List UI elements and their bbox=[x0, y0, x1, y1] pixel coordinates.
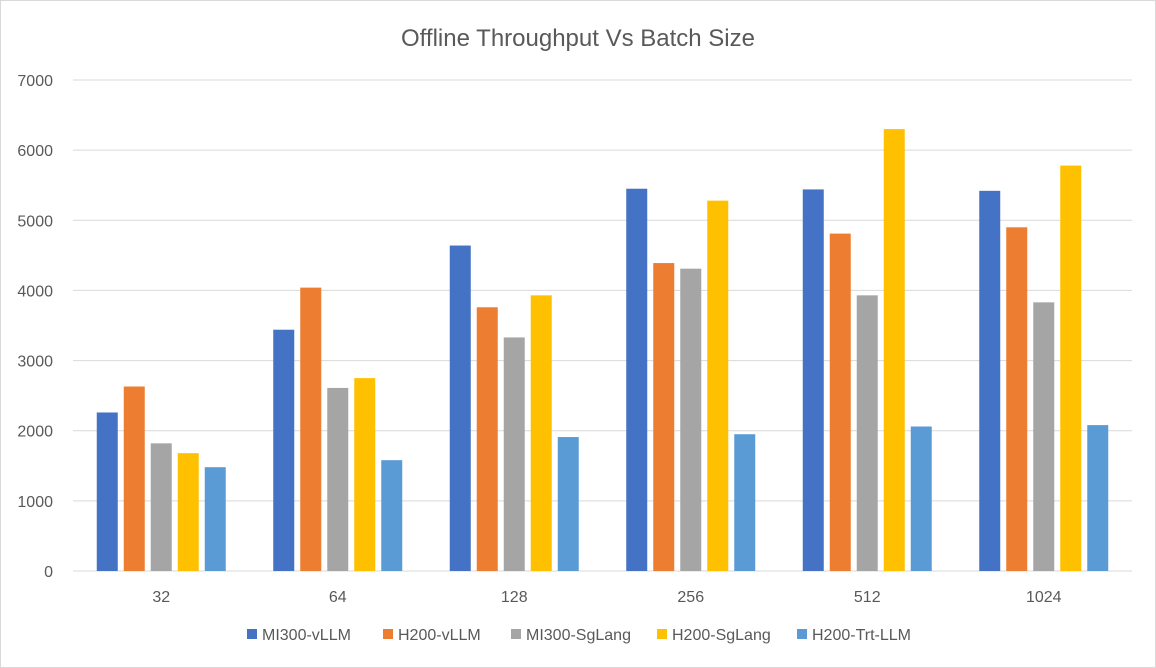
bar-h200-sglang-256 bbox=[707, 200, 729, 571]
bar-mi300-vllm-32 bbox=[96, 412, 118, 571]
y-tick-label: 4000 bbox=[17, 283, 53, 300]
bar-mi300-sglang-128 bbox=[503, 337, 525, 571]
bar-mi300-sglang-1024 bbox=[1033, 302, 1055, 571]
legend: MI300-vLLM H200-vLLM MI300-SgLang H200-SgLa… bbox=[247, 627, 911, 644]
bar-mi300-sglang-256 bbox=[680, 268, 702, 571]
x-tick-label: 256 bbox=[677, 589, 704, 606]
legend-swatch bbox=[797, 629, 807, 639]
bar-h200-sglang-1024 bbox=[1060, 165, 1082, 571]
bar-mi300-vllm-128 bbox=[449, 245, 471, 571]
y-tick-label: 1000 bbox=[17, 494, 53, 511]
bar-h200-sglang-128 bbox=[530, 295, 552, 571]
x-tick-label: 512 bbox=[854, 589, 881, 606]
x-axis-ticks: 32 64 128 256 512 1024 bbox=[152, 589, 1061, 606]
chart-title: Offline Throughput Vs Batch Size bbox=[401, 25, 755, 52]
bar-h200-vllm-128 bbox=[476, 307, 498, 571]
bar-h200-sglang-32 bbox=[177, 453, 199, 571]
bar-h200-vllm-256 bbox=[653, 263, 675, 571]
bar-h200-vllm-32 bbox=[123, 386, 145, 571]
bar-mi300-vllm-512 bbox=[802, 189, 824, 571]
y-tick-label: 2000 bbox=[17, 424, 53, 441]
bar-h200-trt-llm-256 bbox=[734, 434, 756, 571]
y-tick-label: 3000 bbox=[17, 354, 53, 371]
legend-swatch bbox=[511, 629, 521, 639]
bar-mi300-sglang-32 bbox=[150, 443, 172, 571]
bar-h200-trt-llm-512 bbox=[910, 426, 932, 571]
x-tick-label: 32 bbox=[152, 589, 170, 606]
bar-mi300-vllm-256 bbox=[626, 188, 648, 571]
x-tick-label: 64 bbox=[329, 589, 347, 606]
legend-swatch bbox=[657, 629, 667, 639]
bars bbox=[96, 129, 1109, 572]
legend-swatch bbox=[383, 629, 393, 639]
bar-h200-vllm-512 bbox=[829, 233, 851, 571]
bar-h200-vllm-1024 bbox=[1006, 227, 1028, 572]
y-tick-label: 6000 bbox=[17, 143, 53, 160]
legend-label: MI300-SgLang bbox=[526, 627, 631, 644]
bar-h200-sglang-512 bbox=[883, 129, 905, 571]
bar-h200-trt-llm-64 bbox=[381, 460, 403, 571]
bar-h200-sglang-64 bbox=[354, 378, 376, 571]
legend-label: MI300-vLLM bbox=[262, 627, 351, 644]
y-axis-ticks: 0 1000 2000 3000 4000 5000 6000 7000 bbox=[17, 73, 53, 581]
bar-h200-trt-llm-1024 bbox=[1087, 425, 1109, 571]
y-tick-label: 0 bbox=[44, 564, 53, 581]
legend-label: H200-vLLM bbox=[398, 627, 481, 644]
y-tick-label: 5000 bbox=[17, 213, 53, 230]
legend-swatch bbox=[247, 629, 257, 639]
x-tick-label: 128 bbox=[501, 589, 528, 606]
bar-h200-trt-llm-128 bbox=[557, 437, 579, 571]
x-tick-label: 1024 bbox=[1026, 589, 1062, 606]
gridlines bbox=[73, 79, 1132, 572]
bar-h200-vllm-64 bbox=[300, 287, 322, 571]
y-tick-label: 7000 bbox=[17, 73, 53, 90]
bar-mi300-vllm-1024 bbox=[979, 190, 1001, 571]
legend-label: H200-SgLang bbox=[672, 627, 771, 644]
bar-mi300-vllm-64 bbox=[273, 329, 295, 571]
bar-h200-trt-llm-32 bbox=[204, 467, 226, 571]
bar-mi300-sglang-64 bbox=[327, 387, 349, 571]
legend-label: H200-Trt-LLM bbox=[812, 627, 911, 644]
bar-mi300-sglang-512 bbox=[856, 295, 878, 571]
